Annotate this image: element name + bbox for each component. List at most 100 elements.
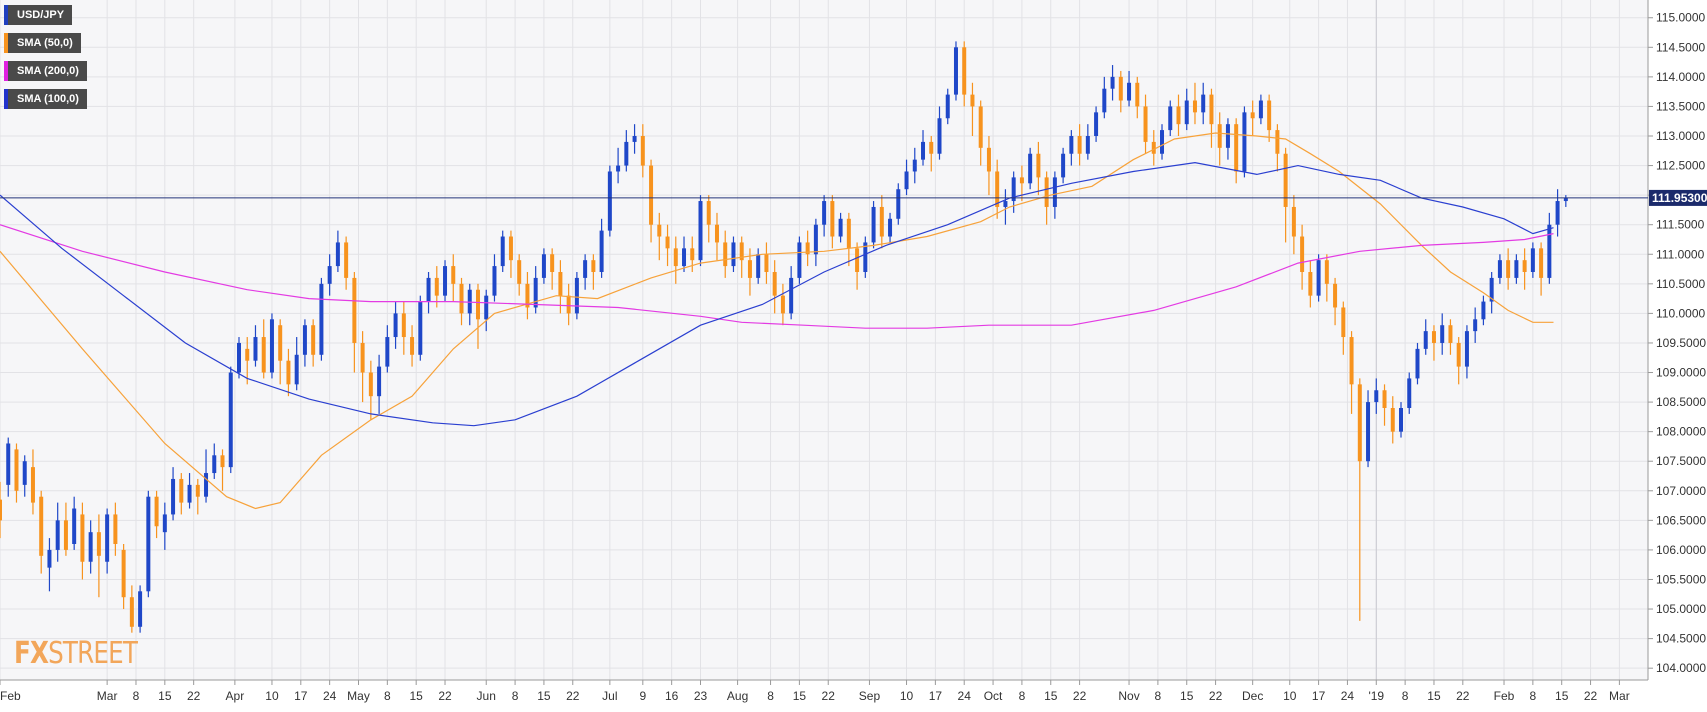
x-tick-label: 8 [1530, 689, 1537, 703]
candle-body-down [649, 165, 654, 225]
candle-body-down [39, 496, 44, 556]
candle-body-up [269, 319, 274, 373]
candle-body-up [1399, 408, 1404, 432]
candle-body-down [1431, 331, 1436, 343]
candle-body-down [1192, 100, 1197, 113]
x-tick-label: 8 [512, 689, 519, 703]
candle-body-down [195, 484, 200, 497]
x-tick-label: Mar [97, 689, 118, 703]
y-tick-label: 114.0000 [1656, 70, 1705, 84]
candle-body-down [1118, 76, 1123, 101]
candle-body-down [1333, 283, 1338, 308]
sma-200-line [0, 224, 1554, 329]
candle-body-down [1324, 260, 1329, 284]
legend-item-sma50[interactable]: SMA (50,0) [4, 33, 81, 53]
candle-body-up [418, 301, 423, 355]
candle-body-up [294, 354, 299, 385]
candle-body-up [607, 171, 612, 231]
x-tick-label: 8 [1155, 689, 1162, 703]
candle-body-down [1341, 307, 1346, 338]
candle-body-down [525, 283, 530, 308]
candle-body-down [1349, 337, 1354, 385]
candle-body-up [789, 277, 794, 314]
candle-body-up [871, 206, 876, 243]
candle-body-down [1308, 272, 1313, 296]
candle-body-down [368, 372, 373, 397]
legend-label: SMA (100,0) [17, 93, 79, 105]
x-tick-label: Dec [1242, 689, 1263, 703]
candle-body-down [121, 549, 126, 598]
candle-body-up [583, 260, 588, 278]
x-tick-label: 17 [929, 689, 943, 703]
candle-body-down [278, 325, 283, 361]
candle-body-down [690, 248, 695, 261]
candle-body-up [302, 325, 307, 355]
candle-body-down [154, 496, 159, 527]
candle-body-down [970, 94, 975, 107]
x-tick-label: Feb [1494, 689, 1515, 703]
candle-body-up [1127, 82, 1132, 101]
candle-body-down [747, 260, 752, 278]
candle-body-up [204, 473, 209, 497]
legend-item-usdjpy[interactable]: USD/JPY [4, 5, 73, 25]
candle-body-down [929, 141, 934, 154]
candle-body-up [912, 159, 917, 172]
candle-body-down [1275, 130, 1280, 154]
candle-body-down [517, 260, 522, 284]
candle-body-down [550, 254, 555, 272]
y-tick-label: 115.0000 [1656, 11, 1705, 25]
candle-body-down [1267, 100, 1272, 131]
x-tick-label: 24 [323, 689, 337, 703]
candle-body-up [228, 372, 233, 468]
candle-body-up [904, 171, 909, 190]
candle-body-down [1250, 112, 1255, 119]
candle-body-up [1489, 277, 1494, 302]
candle-body-up [632, 136, 637, 142]
candle-body-up [731, 242, 736, 267]
candle-body-up [1497, 260, 1502, 278]
candle-body-up [1440, 325, 1445, 343]
legend-label: USD/JPY [17, 9, 65, 21]
candle-body-up [1085, 136, 1090, 154]
sma-100-line [0, 161, 1554, 427]
y-tick-label: 111.5000 [1656, 218, 1705, 232]
candle-body-up [888, 218, 893, 237]
candle-body-up [500, 236, 505, 267]
candle-body-down [179, 478, 184, 503]
x-tick-label: Jun [477, 689, 496, 703]
x-tick-label: 8 [133, 689, 140, 703]
legend-label: SMA (50,0) [17, 37, 73, 49]
candle-body-down [1506, 260, 1511, 278]
candle-body-down [30, 467, 35, 503]
candle-body-up [72, 508, 77, 544]
candle-body-down [1143, 106, 1148, 142]
candle-body-down [986, 147, 991, 172]
candle-body-up [1415, 348, 1420, 379]
candle-body-up [492, 266, 497, 296]
candle-body-up [896, 189, 901, 219]
candle-body-up [88, 532, 93, 562]
x-tick-label: 24 [958, 689, 972, 703]
candle-body-down [657, 224, 662, 237]
candle-body-up [1242, 112, 1247, 172]
candle-body-up [1374, 390, 1379, 403]
candle-body-up [624, 141, 629, 166]
candle-body-down [1151, 141, 1156, 154]
candle-body-down [63, 520, 68, 550]
x-tick-label: 15 [410, 689, 424, 703]
candle-body-down [1176, 106, 1181, 125]
x-tick-label: 22 [438, 689, 452, 703]
legend-item-sma200[interactable]: SMA (200,0) [4, 61, 87, 81]
candle-body-down [1036, 153, 1041, 178]
legend-item-sma100[interactable]: SMA (100,0) [4, 89, 87, 109]
candle-body-down [780, 295, 785, 314]
legend-swatch [4, 33, 8, 53]
candle-body-up [813, 224, 818, 255]
y-tick-label: 105.5000 [1656, 572, 1706, 586]
candle-body-up [426, 277, 431, 302]
legend-swatch [4, 5, 8, 25]
candle-body-up [1160, 130, 1165, 154]
x-tick-label: 22 [1456, 689, 1470, 703]
legend: USD/JPY SMA (50,0) SMA (200,0) SMA (100,… [4, 5, 87, 117]
